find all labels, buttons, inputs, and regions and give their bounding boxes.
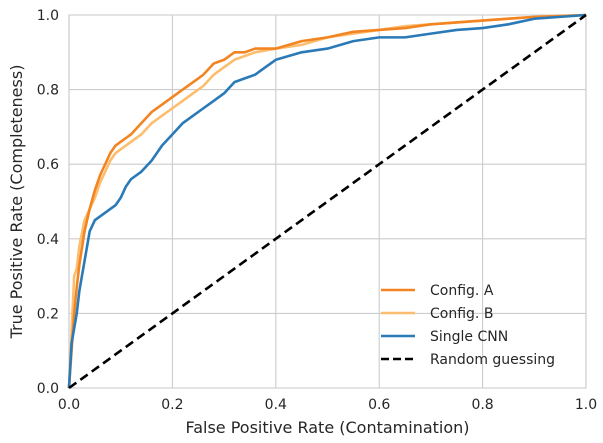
y-tick-label: 0.6 (37, 157, 59, 173)
y-axis-label: True Positive Rate (Completeness) (7, 65, 26, 340)
x-tick-label: 0.6 (368, 397, 390, 413)
x-tick-label: 0.2 (161, 397, 183, 413)
plot-frame (68, 14, 587, 389)
y-tick-labels: 0.0 0.2 0.4 0.6 0.8 1.0 (37, 8, 59, 397)
x-tick-label: 0.8 (471, 397, 493, 413)
y-tick-label: 1.0 (37, 8, 59, 24)
x-tick-label: 0.0 (58, 397, 80, 413)
series-line-config-a (67, 13, 587, 389)
legend: Config. A Config. B Single CNN Random guess… (381, 283, 555, 368)
series-line-single-cnn (67, 13, 587, 389)
grid (68, 14, 587, 389)
series-line-config-b (67, 13, 587, 389)
y-tick-label: 0.2 (37, 306, 59, 322)
y-tick-label: 0.8 (37, 83, 59, 99)
x-tick-label: 0.4 (265, 397, 287, 413)
x-axis-label: False Positive Rate (Contamination) (185, 418, 469, 437)
legend-label: Single CNN (430, 329, 508, 345)
legend-label: Config. B (430, 306, 493, 322)
x-tick-label: 1.0 (575, 397, 597, 413)
y-tick-label: 0.0 (37, 381, 59, 397)
series-line-random-guessing (68, 13, 587, 390)
legend-label: Random guessing (430, 352, 555, 368)
x-tick-labels: 0.0 0.2 0.4 0.6 0.8 1.0 (58, 397, 597, 413)
y-tick-label: 0.4 (37, 232, 59, 248)
legend-label: Config. A (430, 283, 494, 299)
series-layer (67, 13, 587, 390)
